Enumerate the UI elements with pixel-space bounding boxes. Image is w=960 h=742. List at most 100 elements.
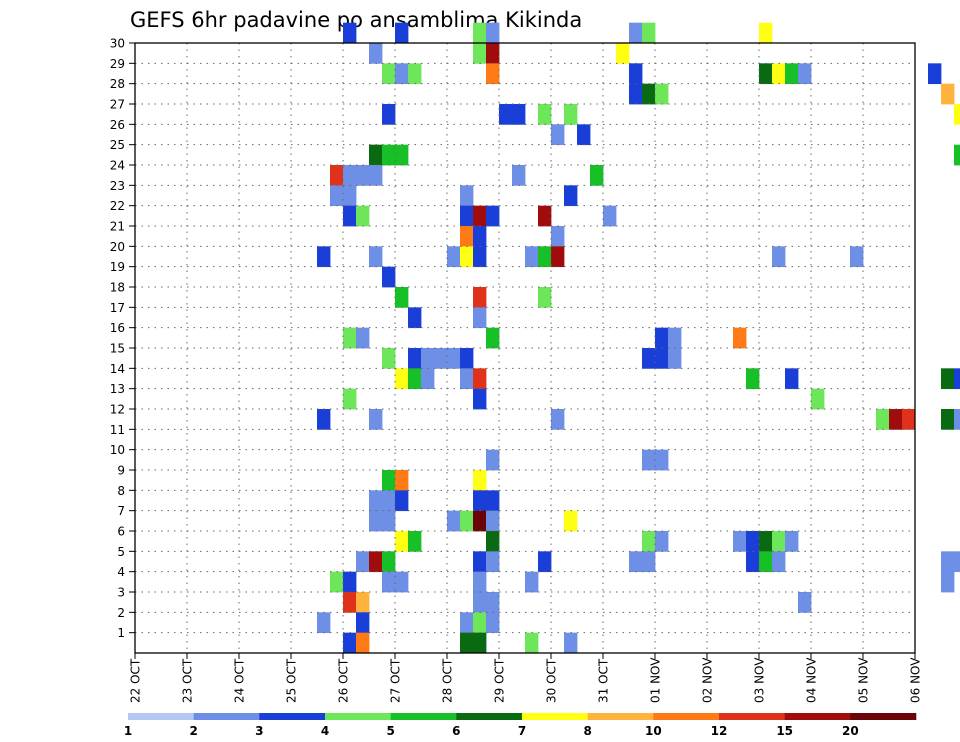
heatmap-cell bbox=[473, 571, 487, 593]
heatmap-cell bbox=[538, 104, 552, 125]
heatmap-cell bbox=[616, 43, 630, 64]
heatmap-cell bbox=[954, 104, 960, 125]
heatmap-cell bbox=[356, 592, 370, 613]
heatmap-cell bbox=[369, 409, 383, 430]
heatmap-cell bbox=[629, 22, 643, 44]
x-tick-label: 22 OCT bbox=[129, 658, 143, 703]
heatmap-cell bbox=[421, 348, 435, 369]
y-tick-label: 1 bbox=[117, 626, 125, 640]
heatmap-cell bbox=[473, 287, 487, 308]
y-tick-label: 27 bbox=[110, 98, 125, 112]
x-tick-label: 31 OCT bbox=[597, 658, 611, 703]
colorbar-label: 10 bbox=[645, 724, 662, 738]
colorbar-swatch bbox=[653, 713, 720, 720]
heatmap-cell bbox=[928, 63, 942, 85]
heatmap-cell bbox=[395, 531, 409, 552]
heatmap-cell bbox=[551, 226, 565, 247]
heatmap-cell bbox=[538, 551, 552, 573]
heatmap-cell bbox=[317, 612, 331, 634]
colorbar-swatch bbox=[193, 713, 260, 720]
heatmap-cell bbox=[772, 551, 786, 573]
heatmap-cell bbox=[876, 409, 890, 430]
heatmap-cell bbox=[460, 348, 474, 369]
heatmap-cell bbox=[811, 388, 825, 410]
heatmap-cell bbox=[395, 470, 409, 491]
heatmap-cell bbox=[798, 63, 812, 85]
heatmap-cell bbox=[369, 510, 383, 532]
heatmap-cell bbox=[486, 43, 500, 64]
heatmap-cell bbox=[486, 449, 500, 471]
heatmap-cell bbox=[356, 551, 370, 573]
y-tick-label: 11 bbox=[110, 423, 125, 437]
heatmap-cell bbox=[512, 165, 526, 186]
heatmap-cell bbox=[330, 185, 344, 207]
heatmap-cell bbox=[447, 348, 461, 369]
heatmap-cell bbox=[369, 165, 383, 186]
y-tick-label: 25 bbox=[110, 138, 125, 152]
y-tick-label: 10 bbox=[110, 443, 125, 457]
heatmap-cell bbox=[941, 368, 955, 390]
colorbar-swatch bbox=[128, 713, 194, 720]
y-tick-label: 20 bbox=[110, 240, 125, 254]
heatmap-cell bbox=[382, 470, 396, 491]
heatmap-cell bbox=[343, 571, 357, 593]
y-tick-label: 8 bbox=[117, 484, 125, 498]
colorbar-swatch bbox=[325, 713, 391, 720]
y-tick-label: 21 bbox=[110, 220, 125, 234]
heatmap-cell bbox=[941, 551, 955, 573]
colorbar-label: 7 bbox=[518, 724, 526, 738]
colorbar-swatch bbox=[522, 713, 588, 720]
heatmap-cell bbox=[954, 551, 960, 573]
heatmap-cell bbox=[785, 63, 799, 85]
heatmap-cell bbox=[382, 63, 396, 85]
heatmap-cell bbox=[850, 246, 864, 268]
colorbar-label: 8 bbox=[583, 724, 591, 738]
heatmap-cell bbox=[642, 551, 656, 573]
heatmap-cell bbox=[343, 185, 357, 207]
x-tick-label: 04 NOV bbox=[805, 657, 819, 703]
x-tick-label: 06 NOV bbox=[909, 657, 923, 703]
heatmap-cell bbox=[356, 632, 370, 654]
y-tick-label: 5 bbox=[117, 545, 125, 559]
heatmap-cell bbox=[395, 144, 409, 166]
heatmap-cell bbox=[460, 205, 474, 227]
colorbar: 1 2 3 4 5 6 7 8 10 12 15 20 bbox=[124, 713, 917, 738]
y-tick-label: 28 bbox=[110, 77, 125, 91]
heatmap-cell bbox=[330, 571, 344, 593]
x-tick-label: 26 OCT bbox=[337, 658, 351, 703]
heatmap-cell bbox=[486, 490, 500, 512]
heatmap-cell bbox=[525, 632, 539, 654]
heatmap-cell bbox=[954, 144, 960, 166]
y-tick-label: 23 bbox=[110, 179, 125, 193]
heatmap-cell bbox=[655, 83, 669, 105]
y-tick-label: 7 bbox=[117, 504, 125, 518]
heatmap-cell bbox=[408, 348, 422, 369]
colorbar-label: 2 bbox=[189, 724, 197, 738]
heatmap-cell bbox=[889, 409, 903, 430]
y-tick-label: 29 bbox=[110, 57, 125, 71]
y-tick-label: 12 bbox=[110, 403, 125, 417]
grid-lines bbox=[135, 43, 915, 653]
heatmap-cell bbox=[447, 246, 461, 268]
y-tick-label: 13 bbox=[110, 382, 125, 396]
heatmap-cell bbox=[356, 327, 370, 349]
colorbar-label: 6 bbox=[452, 724, 460, 738]
heatmap-cell bbox=[798, 592, 812, 613]
heatmap-cell bbox=[629, 551, 643, 573]
heatmap-cell bbox=[460, 226, 474, 247]
colorbar-label: 1 bbox=[124, 724, 132, 738]
heatmap-cell bbox=[343, 165, 357, 186]
y-tick-label: 4 bbox=[117, 565, 125, 579]
heatmap-cell bbox=[460, 510, 474, 532]
colorbar-label: 3 bbox=[255, 724, 263, 738]
heatmap-cell bbox=[356, 205, 370, 227]
y-tick-label: 19 bbox=[110, 260, 125, 274]
heatmap-cell bbox=[369, 490, 383, 512]
colorbar-swatch bbox=[456, 713, 523, 720]
heatmap-cell bbox=[343, 592, 357, 613]
heatmap-cell bbox=[772, 531, 786, 552]
y-tick-label: 18 bbox=[110, 281, 125, 295]
heatmap-cell bbox=[746, 368, 760, 390]
heatmap-cell bbox=[564, 510, 578, 532]
heatmap-cell bbox=[473, 368, 487, 390]
